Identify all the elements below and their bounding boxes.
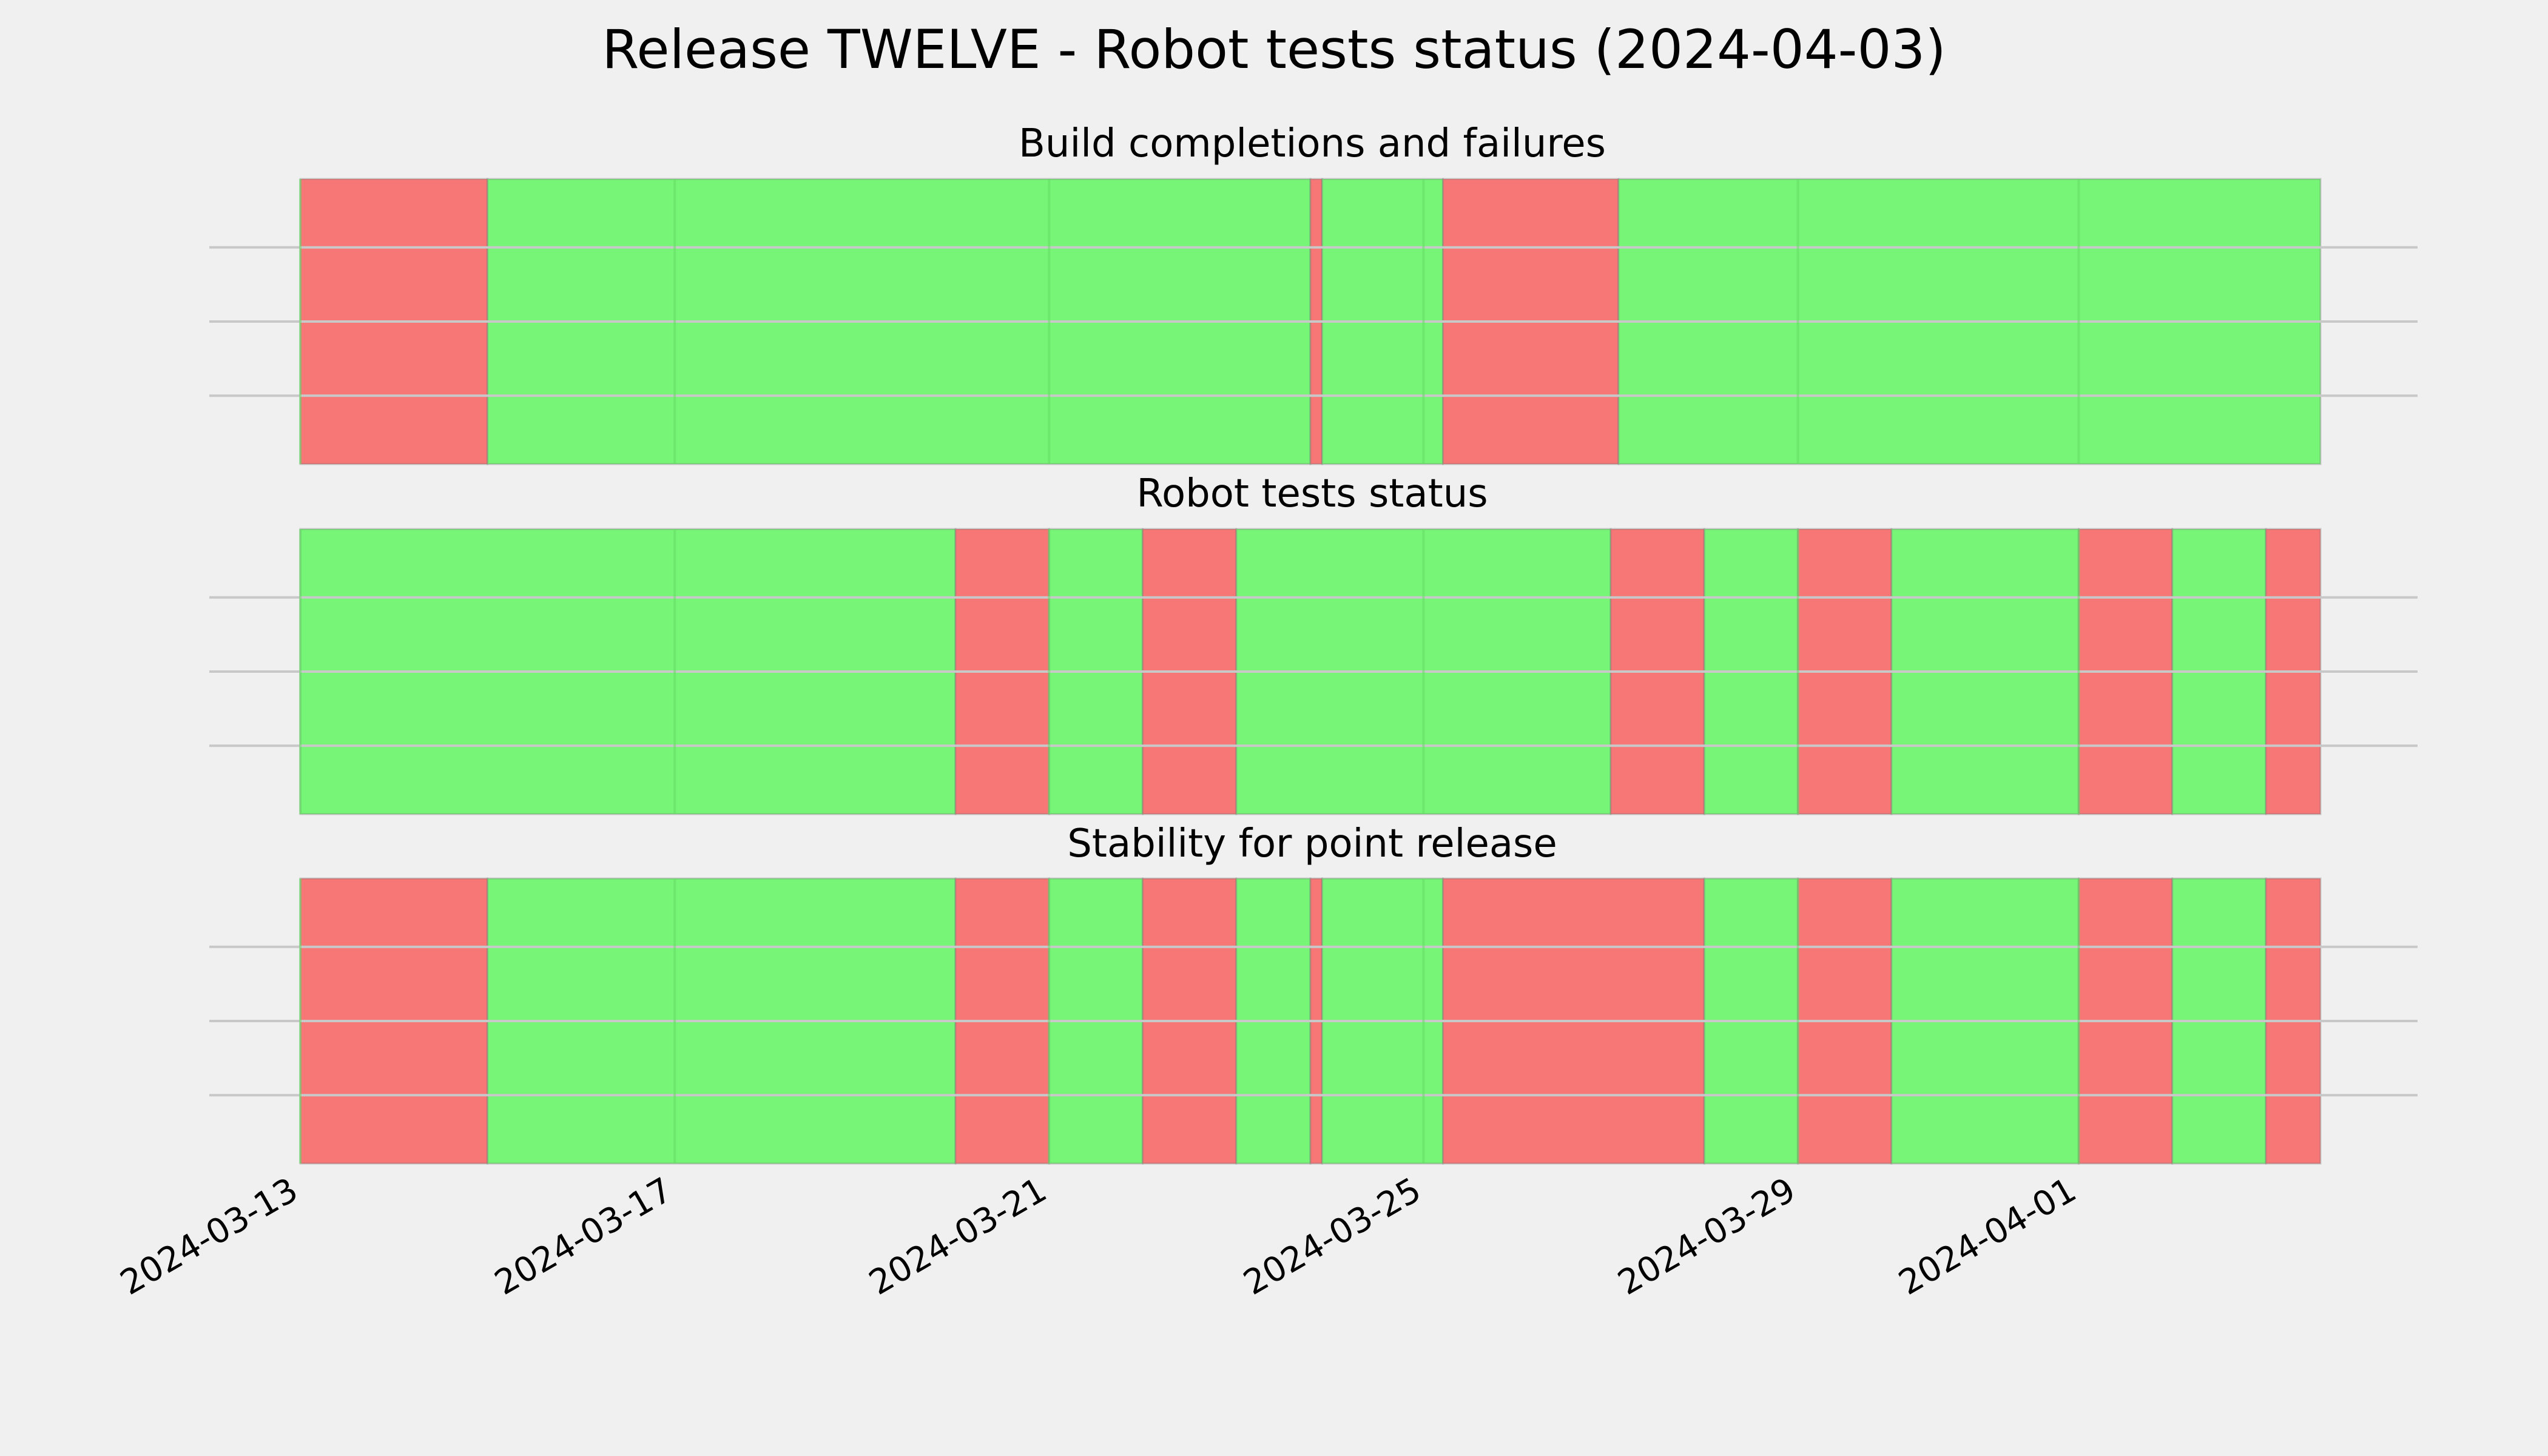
- x-tick-label: 2024-03-21: [863, 1170, 1053, 1303]
- panel-title-robot-tests: Robot tests status: [1136, 471, 1488, 516]
- panel-robot-tests: Robot tests status: [209, 471, 2418, 815]
- panel-0-plot: [209, 178, 2418, 465]
- x-tick-label: 2024-04-01: [1892, 1170, 2083, 1303]
- x-tick-label: 2024-03-17: [488, 1170, 679, 1303]
- panel-2-plot: [209, 877, 2418, 1165]
- x-tick-label: 2024-03-13: [114, 1170, 305, 1303]
- chart-title: Release TWELVE - Robot tests status (202…: [602, 18, 1946, 81]
- panel-stability: Stability for point release: [209, 821, 2418, 1165]
- x-tick-label: 2024-03-29: [1611, 1170, 1802, 1303]
- panel-title-build: Build completions and failures: [1019, 121, 1606, 166]
- panel-title-stability: Stability for point release: [1067, 821, 1557, 866]
- x-axis-ticks: 2024-03-13 2024-03-17 2024-03-21 2024-03-25…: [114, 1170, 2083, 1303]
- panel-build: Build completions and failures: [209, 121, 2418, 465]
- panel-1-plot: [209, 528, 2418, 815]
- x-tick-label: 2024-03-25: [1237, 1170, 1427, 1303]
